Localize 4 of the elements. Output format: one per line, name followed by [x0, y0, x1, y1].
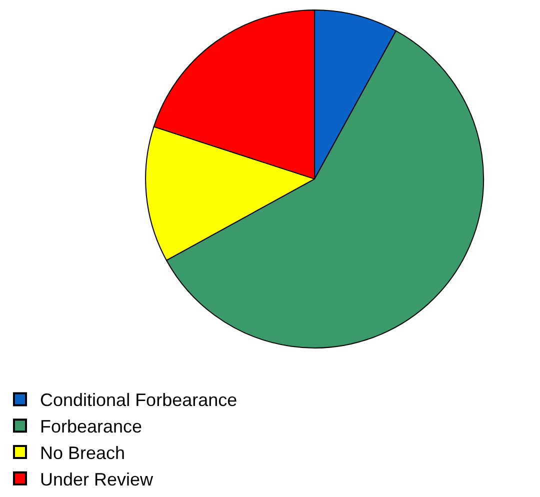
legend-label: Under Review: [40, 469, 154, 490]
legend-label: Conditional Forbearance: [40, 390, 238, 410]
legend-label: Forbearance: [40, 416, 142, 437]
legend-label: No Breach: [40, 443, 126, 464]
